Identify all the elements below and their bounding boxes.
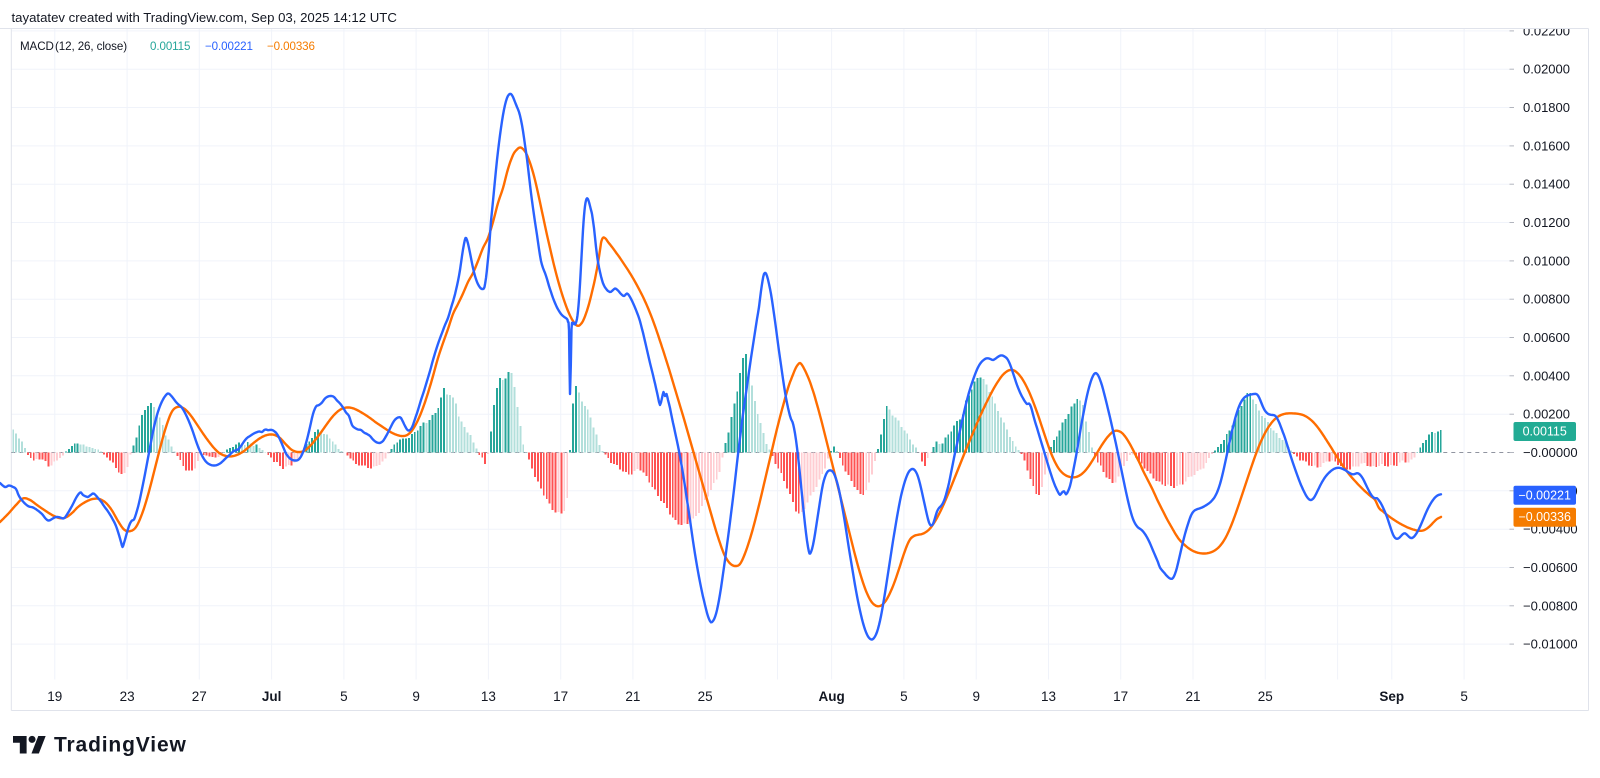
svg-text:0.01400: 0.01400 [1523,177,1570,192]
svg-text:27: 27 [192,689,207,704]
svg-text:−0.00600: −0.00600 [1523,560,1578,575]
svg-text:−0.00000: −0.00000 [1523,445,1578,460]
svg-text:13: 13 [1041,689,1056,704]
svg-text:0.00200: 0.00200 [1523,407,1570,422]
svg-text:5: 5 [340,689,348,704]
svg-text:0.00600: 0.00600 [1523,330,1570,345]
svg-text:17: 17 [553,689,568,704]
svg-text:Aug: Aug [818,689,844,704]
svg-text:−0.00800: −0.00800 [1523,598,1578,613]
svg-text:19: 19 [47,689,62,704]
svg-text:0.01800: 0.01800 [1523,100,1570,115]
svg-text:−0.00336: −0.00336 [1518,510,1571,524]
svg-text:5: 5 [1460,689,1468,704]
svg-text:0.01600: 0.01600 [1523,138,1570,153]
svg-text:0.00400: 0.00400 [1523,368,1570,383]
svg-text:21: 21 [625,689,640,704]
svg-text:Sep: Sep [1379,689,1404,704]
svg-text:0.00115: 0.00115 [1523,425,1567,439]
svg-text:25: 25 [1258,689,1273,704]
svg-text:0.01200: 0.01200 [1523,215,1570,230]
svg-text:13: 13 [481,689,496,704]
svg-text:0.02000: 0.02000 [1523,62,1570,77]
svg-text:5: 5 [900,689,908,704]
svg-text:21: 21 [1185,689,1200,704]
svg-text:9: 9 [412,689,420,704]
svg-text:Jul: Jul [262,689,282,704]
svg-text:23: 23 [120,689,135,704]
svg-text:9: 9 [972,689,980,704]
svg-text:−0.01000: −0.01000 [1523,637,1578,652]
svg-text:17: 17 [1113,689,1128,704]
svg-text:25: 25 [698,689,713,704]
svg-text:TradingView: TradingView [54,733,187,756]
svg-text:−0.00221: −0.00221 [1518,488,1571,502]
svg-text:0.00800: 0.00800 [1523,292,1570,307]
svg-text:0.01000: 0.01000 [1523,253,1570,268]
